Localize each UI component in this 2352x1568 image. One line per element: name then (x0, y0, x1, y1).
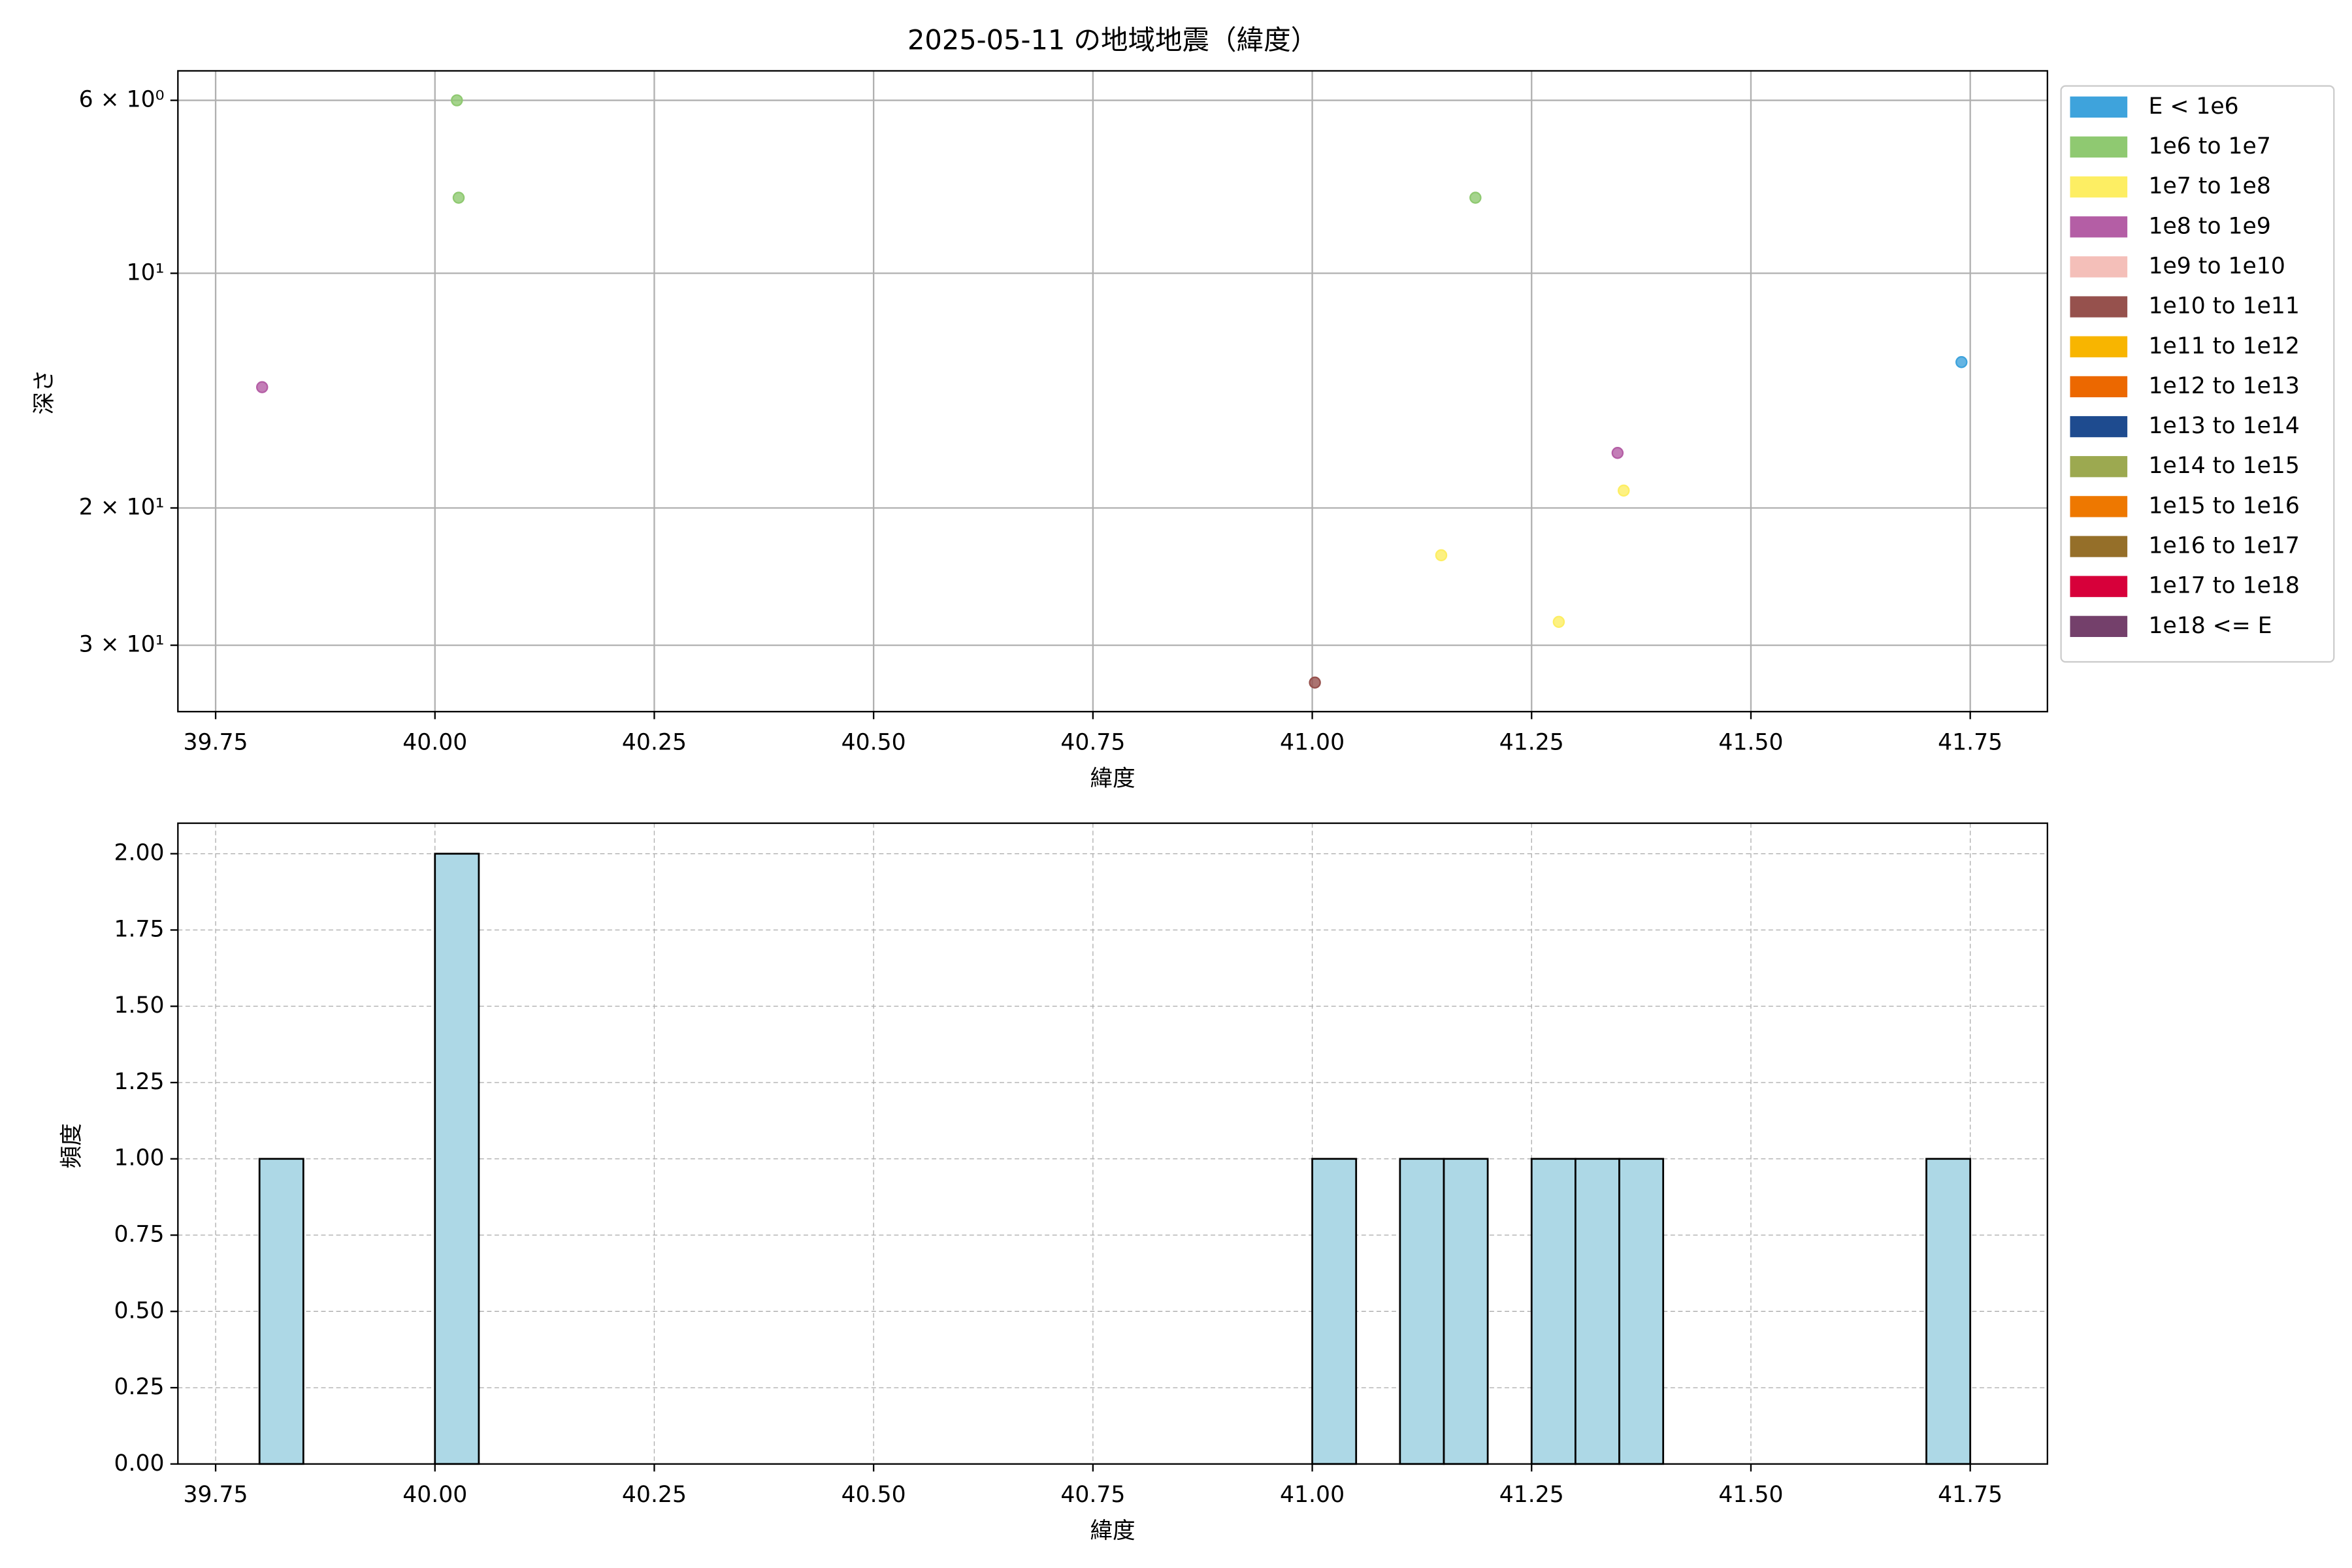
x-tick-label: 41.75 (1938, 1482, 2002, 1508)
axes-frame (177, 70, 2048, 713)
x-tick-label: 39.75 (184, 730, 248, 756)
legend-swatch (2070, 256, 2128, 278)
y-tick-label: 10¹ (127, 259, 165, 286)
chart-title: 2025-05-11 の地域地震（緯度） (907, 24, 1318, 56)
bar (1311, 1158, 1358, 1465)
legend-label: 1e15 to 1e16 (2148, 493, 2299, 519)
legend-label: E < 1e6 (2148, 93, 2238, 120)
legend-label: 1e7 to 1e8 (2148, 173, 2270, 199)
legend-swatch (2070, 496, 2128, 517)
x-axis-label: 緯度 (1090, 766, 1135, 792)
axes-frame (177, 822, 2048, 1465)
y-tick-label: 0.00 (114, 1450, 164, 1477)
y-tick-label: 2.00 (114, 840, 164, 866)
point (1955, 356, 1968, 368)
x-tick-label: 41.50 (1718, 730, 1783, 756)
legend-swatch (2070, 136, 2128, 158)
legend-swatch (2070, 376, 2128, 398)
bar (1925, 1158, 1972, 1465)
x-tick-label: 41.00 (1280, 1482, 1345, 1508)
x-tick-label: 41.25 (1499, 1482, 1564, 1508)
legend-swatch (2070, 576, 2128, 597)
bar (1399, 1158, 1445, 1465)
legend-swatch (2070, 336, 2128, 357)
y-tick-label: 1.75 (114, 916, 164, 942)
legend-label: 1e6 to 1e7 (2148, 133, 2270, 159)
x-tick-label: 40.75 (1060, 730, 1125, 756)
point (1435, 549, 1448, 562)
x-tick-label: 40.25 (622, 1482, 687, 1508)
legend-label: 1e9 to 1e10 (2148, 253, 2285, 279)
legend-label: 1e8 to 1e9 (2148, 213, 2270, 239)
point (1552, 615, 1565, 629)
x-tick-label: 40.25 (622, 730, 687, 756)
legend-swatch (2070, 615, 2128, 637)
legend-label: 1e18 <= E (2148, 613, 2272, 639)
y-tick-label: 2 × 10¹ (79, 494, 165, 520)
x-tick-label: 40.00 (402, 730, 467, 756)
bar (1618, 1158, 1665, 1465)
legend-label: 1e14 to 1e15 (2148, 453, 2299, 479)
point (1611, 447, 1624, 459)
x-tick-label: 41.25 (1499, 730, 1564, 756)
legend-label: 1e16 to 1e17 (2148, 533, 2299, 559)
legend-swatch (2070, 216, 2128, 238)
x-axis-label: 緯度 (1090, 1518, 1135, 1544)
y-tick-label: 0.50 (114, 1298, 164, 1324)
point (452, 191, 465, 204)
legend-label: 1e11 to 1e12 (2148, 333, 2299, 359)
legend-label: 1e17 to 1e18 (2148, 573, 2299, 599)
legend-label: 1e12 to 1e13 (2148, 373, 2299, 399)
point (1618, 484, 1630, 497)
y-tick-label: 1.50 (114, 992, 164, 1019)
x-tick-label: 41.50 (1718, 1482, 1783, 1508)
x-tick-label: 40.50 (841, 1482, 906, 1508)
legend-swatch (2070, 416, 2128, 438)
legend-swatch (2070, 536, 2128, 557)
y-tick-label: 3 × 10¹ (79, 632, 165, 658)
y-axis-label: 頻度 (59, 1123, 85, 1168)
legend-box (2060, 85, 2335, 663)
bar (1575, 1158, 1620, 1465)
point (1309, 676, 1321, 689)
y-tick-label: 0.25 (114, 1374, 164, 1400)
bar (1530, 1158, 1576, 1465)
bar (258, 1158, 304, 1465)
bar (1443, 1158, 1489, 1465)
x-tick-label: 41.75 (1938, 730, 2002, 756)
point (255, 381, 269, 393)
point (1469, 191, 1482, 204)
x-tick-label: 41.00 (1280, 730, 1345, 756)
legend-label: 1e13 to 1e14 (2148, 413, 2299, 439)
bar (434, 853, 480, 1465)
y-tick-label: 6 × 10⁰ (79, 87, 165, 113)
legend-swatch (2070, 96, 2128, 118)
y-tick-label: 1.25 (114, 1069, 164, 1095)
y-tick-label: 0.75 (114, 1221, 164, 1247)
legend-swatch (2070, 296, 2128, 318)
y-axis-label: 深さ (31, 369, 57, 414)
x-tick-label: 39.75 (184, 1482, 248, 1508)
legend-label: 1e10 to 1e11 (2148, 293, 2299, 319)
point (451, 94, 463, 106)
legend-swatch (2070, 456, 2128, 478)
x-tick-label: 40.75 (1060, 1482, 1125, 1508)
x-tick-label: 40.50 (841, 730, 906, 756)
y-tick-label: 1.00 (114, 1145, 164, 1171)
x-tick-label: 40.00 (402, 1482, 467, 1508)
legend-swatch (2070, 176, 2128, 198)
